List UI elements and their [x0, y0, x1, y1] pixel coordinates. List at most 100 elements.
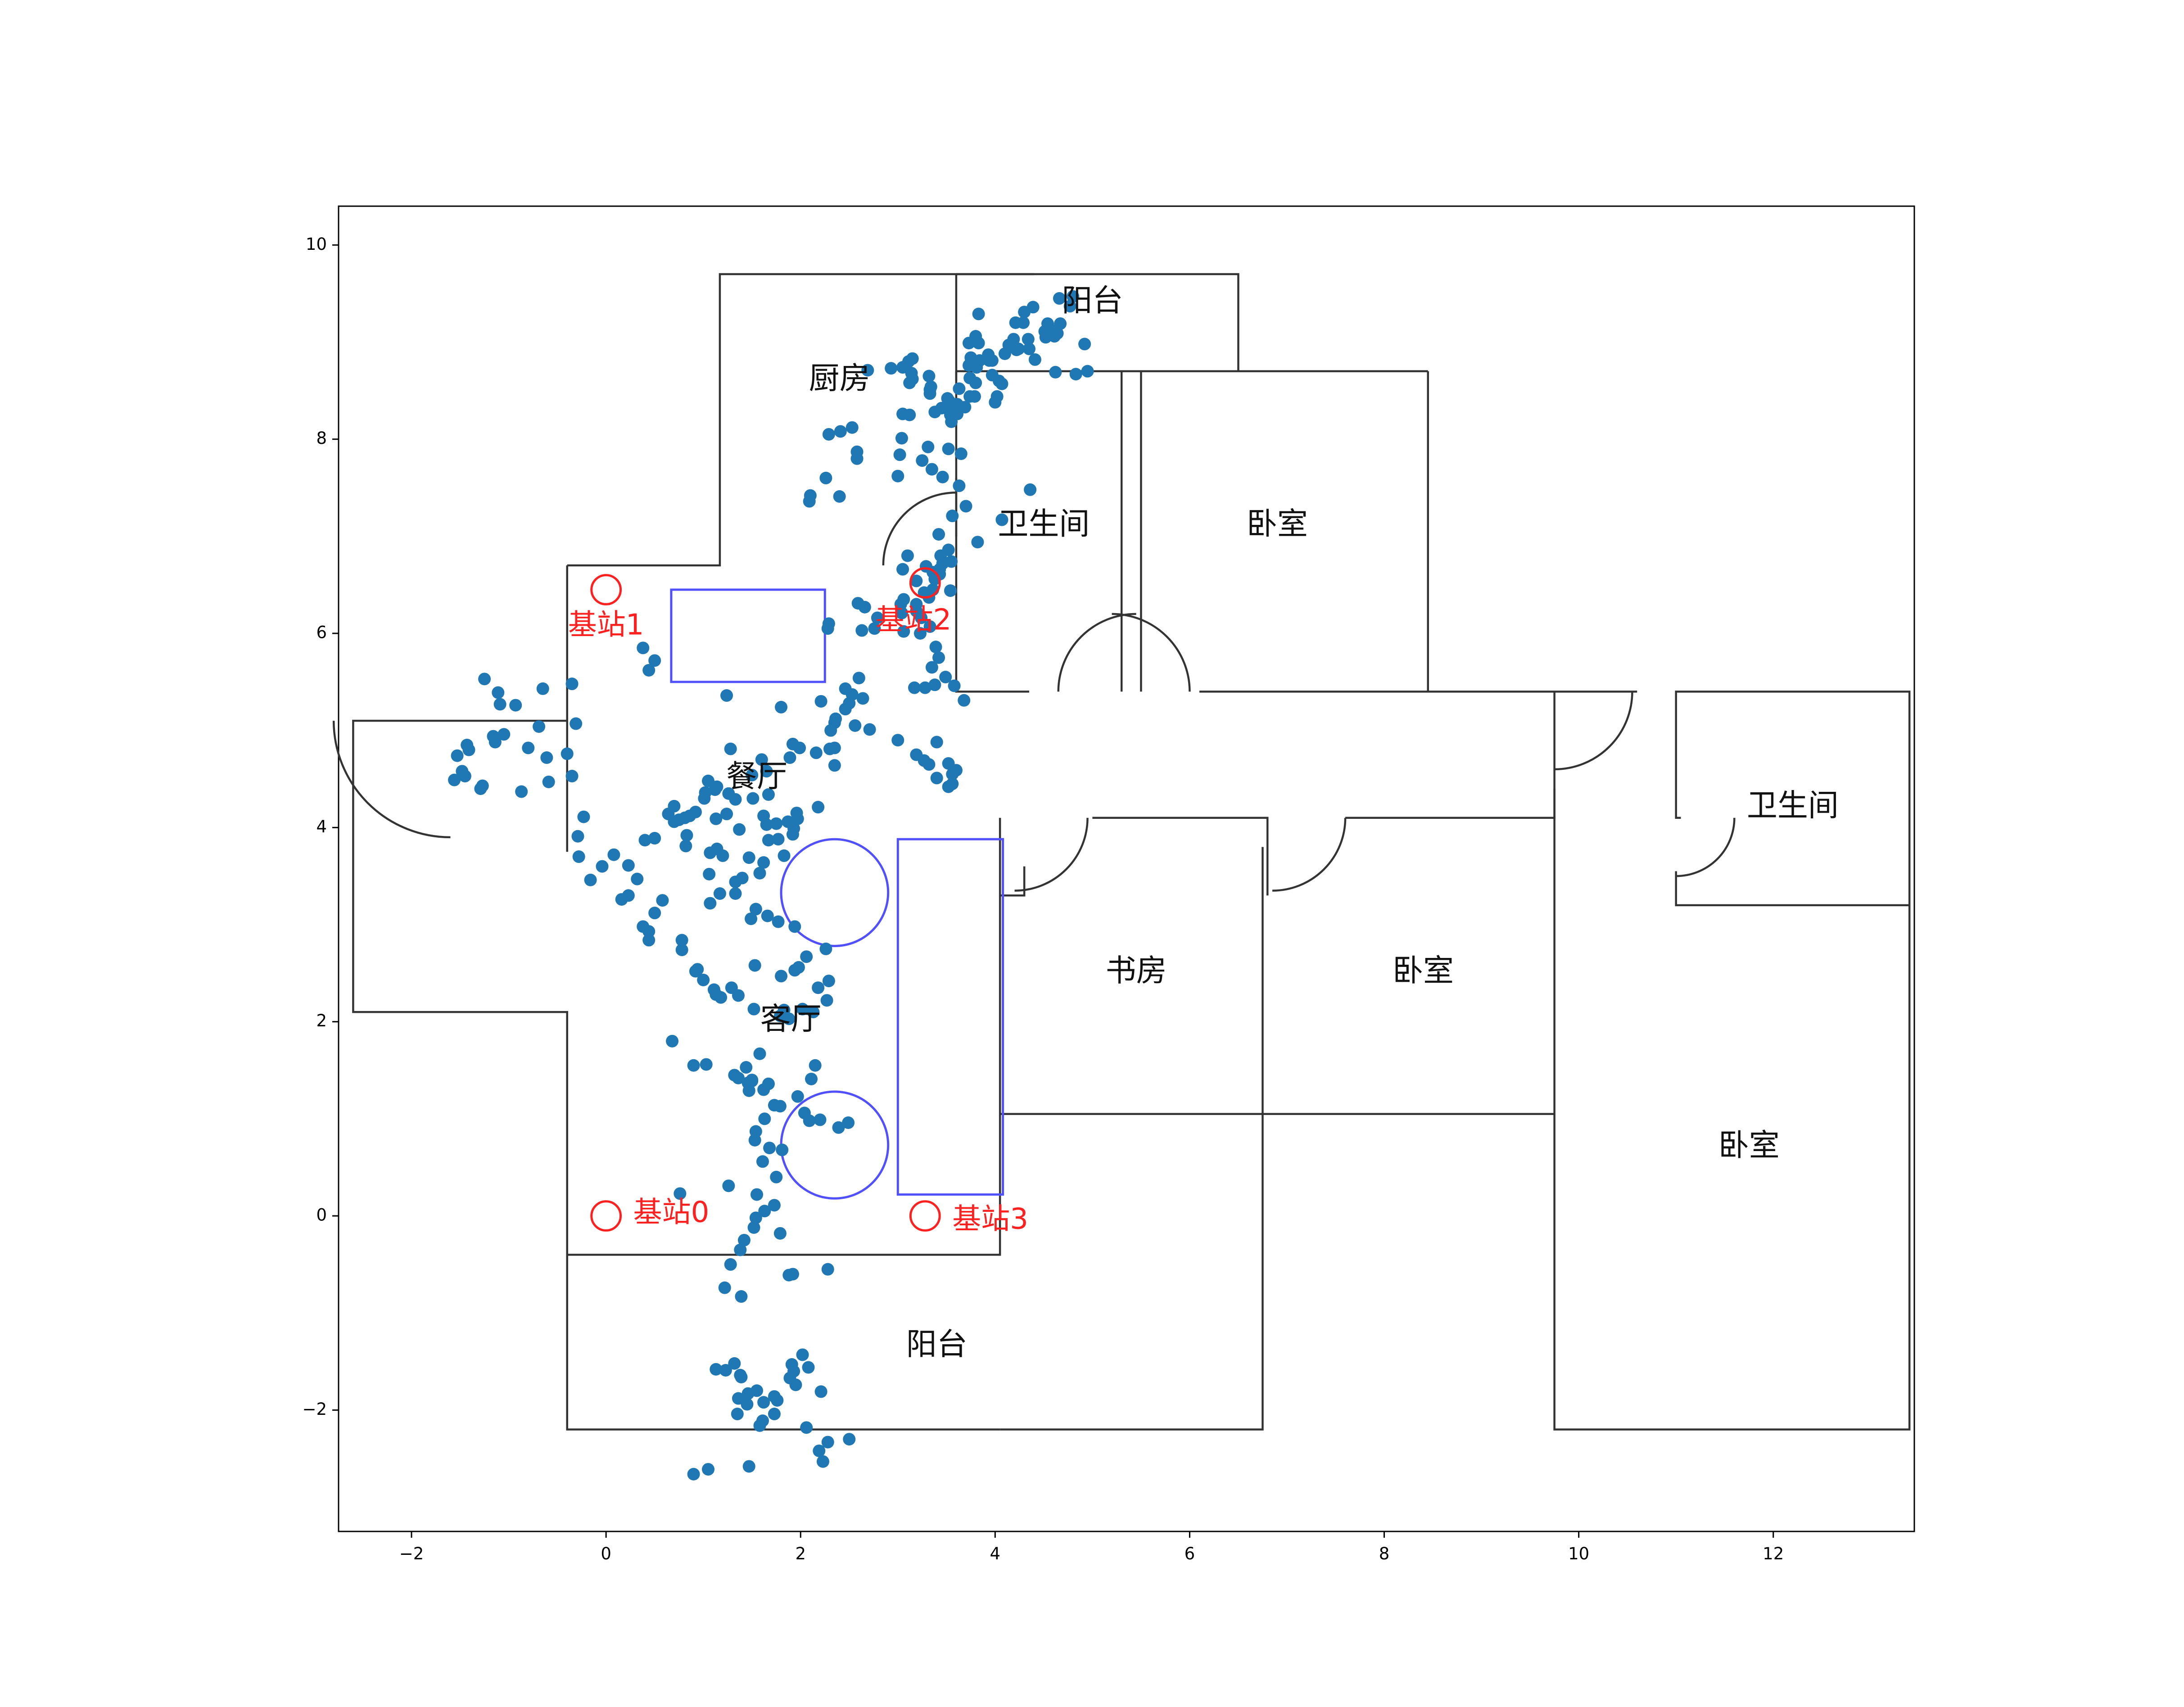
scatter-point — [893, 448, 906, 461]
y-tick-label: 2 — [316, 1011, 327, 1030]
scatter-point — [584, 873, 597, 886]
scatter-point — [849, 719, 862, 732]
scatter-point — [679, 840, 692, 853]
scatter-point — [923, 387, 936, 400]
scatter-point — [536, 682, 549, 695]
scatter-point — [782, 1269, 796, 1282]
scatter-point — [828, 759, 841, 772]
scatter-point — [666, 1034, 679, 1048]
scatter-point — [577, 810, 590, 823]
room-label: 阳台 — [1062, 283, 1123, 319]
scatter-point — [807, 1006, 820, 1019]
scatter-point — [925, 463, 938, 476]
scatter-point — [772, 915, 785, 928]
scatter-point — [928, 678, 941, 691]
scatter-point — [989, 396, 1002, 409]
scatter-point — [809, 1059, 822, 1072]
scatter-point — [821, 1436, 834, 1449]
scatter-point — [707, 983, 720, 996]
x-tick-label: −2 — [399, 1544, 424, 1563]
scatter-point — [687, 1059, 700, 1072]
scatter-point — [773, 1227, 787, 1240]
scatter-point — [756, 1155, 769, 1168]
scatter-point — [648, 907, 661, 920]
scatter-point — [891, 470, 904, 483]
scatter-point — [923, 620, 936, 633]
scatter-point — [834, 425, 847, 438]
scatter-point — [642, 925, 656, 938]
scatter-point — [755, 753, 768, 766]
scatter-point — [925, 661, 938, 674]
base-stations-layer: 基站0 基站1 基站2 基站3 — [568, 567, 1028, 1236]
scatter-point — [821, 622, 834, 635]
scatter-point — [783, 751, 796, 764]
scatter-point — [775, 970, 788, 983]
scatter-point — [858, 601, 871, 614]
room-label: 卫生间 — [998, 506, 1090, 542]
scatter-point — [749, 903, 762, 916]
scatter-point — [944, 408, 957, 421]
scatter-point — [915, 611, 928, 624]
y-tick-label: 8 — [316, 429, 327, 448]
scatter-point — [642, 934, 656, 947]
scatter-point — [776, 1143, 789, 1156]
scatter-point — [622, 859, 635, 872]
scatter-point — [833, 490, 846, 503]
furniture-round-table — [780, 838, 890, 947]
scatter-point — [958, 694, 971, 707]
scatter-point — [747, 1221, 760, 1234]
scatter-point — [542, 775, 555, 788]
scatter-point — [901, 549, 914, 562]
scatter-point — [775, 700, 788, 714]
scatter-point — [704, 846, 717, 859]
scatter-point — [770, 817, 783, 830]
room-label: 卫生间 — [1747, 788, 1839, 824]
scatter-point — [822, 428, 835, 441]
x-axis: −2 0 2 4 6 8 10 12 — [399, 1531, 1784, 1563]
wall-segment — [1262, 817, 1269, 896]
scatter-point — [761, 909, 774, 922]
scatter-point — [522, 741, 535, 754]
scatter-point — [746, 792, 760, 805]
x-tick-label: 12 — [1763, 1544, 1784, 1563]
scatter-point — [642, 664, 656, 677]
scatter-point — [861, 364, 874, 377]
room-label: 厨房 — [809, 361, 870, 397]
room-label: 阳台 — [906, 1327, 968, 1363]
scatter-point — [773, 1009, 787, 1022]
door-swing-arc — [1676, 817, 1736, 877]
room-label: 书房 — [1106, 953, 1167, 989]
scatter-point — [673, 813, 686, 826]
scatter-point — [745, 912, 758, 926]
base-station-label: 基站0 — [633, 1196, 710, 1229]
scatter-point — [710, 1363, 723, 1376]
scatter-point — [944, 584, 957, 597]
scatter-point — [1063, 300, 1076, 313]
scatter-point — [687, 1468, 700, 1481]
scatter-point — [493, 698, 506, 711]
scatter-point — [829, 712, 842, 725]
y-tick-label: 6 — [316, 623, 327, 642]
wall-segment — [1000, 847, 1264, 1431]
scatter-point — [533, 720, 546, 733]
scatter-point — [972, 307, 985, 321]
scatter-point — [913, 627, 927, 640]
scatter-point — [850, 445, 864, 458]
scatter-point — [540, 751, 553, 764]
x-tick-label: 8 — [1379, 1544, 1390, 1563]
scatter-point — [758, 1112, 771, 1125]
scatter-point — [742, 1460, 755, 1473]
scatter-point — [842, 1116, 855, 1129]
scatter-point — [713, 887, 726, 900]
scatter-point — [703, 867, 716, 881]
scatter-point — [1009, 316, 1022, 329]
scatter-point — [843, 1433, 856, 1446]
scatter-point — [691, 963, 704, 976]
scatter-point — [871, 611, 884, 624]
scatter-point — [763, 1142, 776, 1155]
furniture-table — [896, 838, 1004, 1196]
y-axis: −2 0 2 4 6 8 10 — [302, 235, 339, 1419]
scatter-point — [689, 805, 702, 818]
scatter-point — [846, 421, 859, 434]
